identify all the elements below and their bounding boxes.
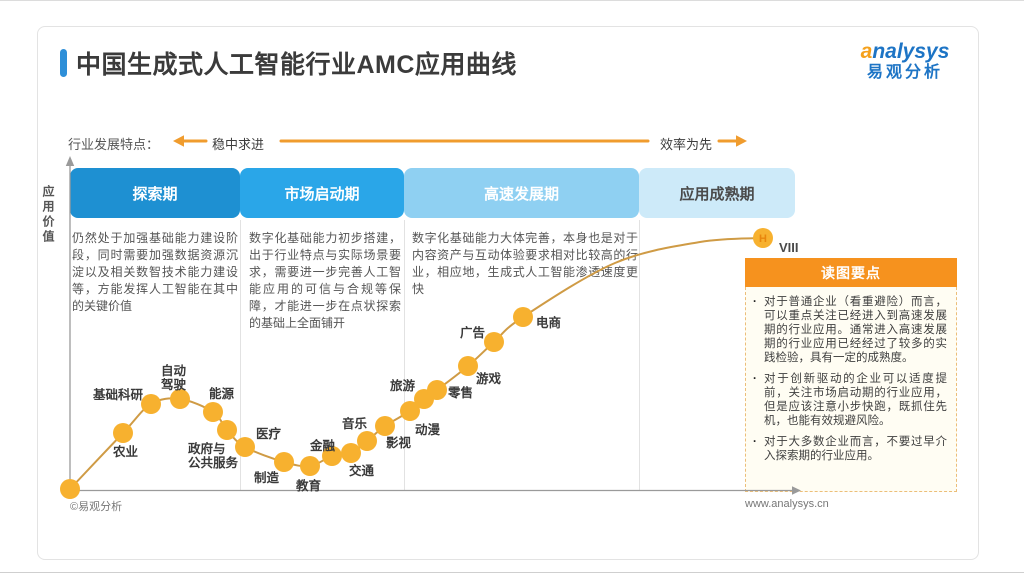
reading-notes-title: 读图要点 <box>745 258 957 287</box>
website-url: www.analysys.cn <box>745 498 829 510</box>
logo-wordmark-text: nalysys <box>872 40 950 63</box>
page-top-border <box>0 0 1024 1</box>
bullet-dot: · <box>753 296 757 308</box>
phase-band-rapid-growth: 高速发展期 <box>404 168 639 218</box>
bullet-dot: · <box>753 436 757 449</box>
note-item: · 对于大多数企业而言，不要过早介入探索期的行业应用。 <box>753 435 947 463</box>
note-text: 对于普通企业（看重避险）而言，可以重点关注已经进入到高速发展期的行业应用。通常进… <box>764 296 947 365</box>
note-item: · 对于创新驱动的企业可以适度提前，关注市场启动期的行业应用，但是应该注意小步快… <box>753 372 947 428</box>
column-divider <box>240 220 241 490</box>
phase-label: 市场启动期 <box>284 185 360 203</box>
phase-band-exploration: 探索期 <box>70 168 240 218</box>
industry-features-label: 行业发展特点： <box>68 137 160 152</box>
logo-swoosh-a: a <box>860 40 873 63</box>
phase-desc-exploration: 仍然处于加强基础能力建设阶段，同时需要加强数据资源沉淀以及相关数智技术能力建设等… <box>72 231 238 314</box>
phase-label: 探索期 <box>132 185 178 203</box>
y-axis-label: 应用价值 <box>41 185 55 245</box>
reading-notes-body: · 对于普通企业（看重避险）而言，可以重点关注已经进入到高速发展期的行业应用。通… <box>745 287 957 492</box>
page-title: 中国生成式人工智能行业AMC应用曲线 <box>76 51 517 79</box>
bullet-dot: · <box>753 373 757 386</box>
analysys-logo-wordmark: analysys <box>850 40 960 64</box>
column-divider <box>639 220 640 490</box>
column-divider <box>404 220 405 490</box>
logo-chinese-name: 易观分析 <box>866 64 943 82</box>
phase-label: 高速发展期 <box>483 185 559 203</box>
efficiency-first-label: 效率为先 <box>660 137 713 152</box>
phase-band-market-launch: 市场启动期 <box>240 168 404 218</box>
page-bottom-border <box>0 572 1024 573</box>
reading-notes-panel: 读图要点 · 对于普通企业（看重避险）而言，可以重点关注已经进入到高速发展期的行… <box>745 258 957 492</box>
copyright-note: ©易观分析 <box>70 501 123 513</box>
title-accent-bar <box>60 49 67 77</box>
phase-band-maturity: 应用成熟期 <box>639 168 795 218</box>
steady-progress-label: 稳中求进 <box>212 137 265 152</box>
note-item: · 对于普通企业（看重避险）而言，可以重点关注已经进入到高速发展期的行业应用。通… <box>753 295 947 365</box>
phase-desc-market-launch: 数字化基础能力初步搭建，出于行业特点与实际场景要求，需要进一步完善人工智能应用的… <box>249 231 401 331</box>
phase-desc-rapid-growth: 数字化基础能力大体完善，本身也是对于内容资产与互动体验要求相对比较高的行业，相应… <box>412 231 638 297</box>
analysys-logo: analysys 易观分析 <box>850 40 960 83</box>
note-text: 对于创新驱动的企业可以适度提前，关注市场启动期的行业应用，但是应该注意小步快跑，… <box>764 373 947 428</box>
phase-label: 应用成熟期 <box>679 185 755 203</box>
note-text: 对于大多数企业而言，不要过早介入探索期的行业应用。 <box>764 436 947 463</box>
